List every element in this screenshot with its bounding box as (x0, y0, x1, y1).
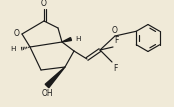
Text: OH: OH (41, 89, 53, 98)
Polygon shape (62, 38, 72, 42)
Polygon shape (45, 67, 65, 88)
Text: H: H (10, 46, 16, 52)
Text: O: O (14, 30, 20, 39)
Text: F: F (114, 36, 118, 45)
Text: O: O (112, 26, 118, 35)
Text: O: O (41, 0, 47, 8)
Text: H: H (75, 36, 81, 42)
Text: F: F (113, 64, 117, 73)
